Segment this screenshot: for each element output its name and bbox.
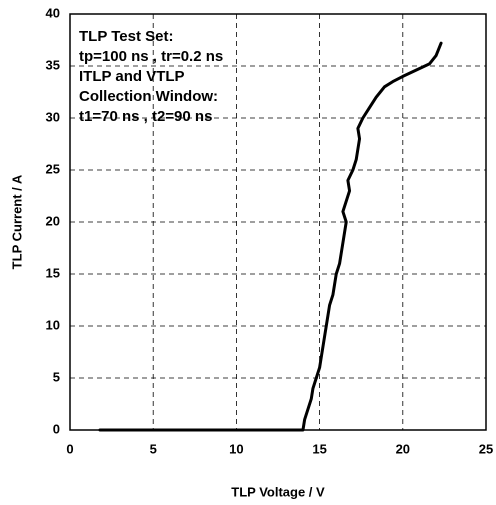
data-line	[98, 41, 443, 432]
annotation: t1=70 ns , t2=90 ns	[79, 108, 212, 125]
x-tick-label: 5	[150, 441, 157, 456]
annotation: TLP Test Set:	[79, 28, 173, 45]
y-tick-label: 40	[46, 5, 60, 20]
x-tick-label: 20	[396, 441, 410, 456]
y-tick-label: 25	[46, 161, 60, 176]
y-tick-label: 20	[46, 213, 60, 228]
x-tick-label: 15	[312, 441, 326, 456]
annotation: tp=100 ns , tr=0.2 ns	[79, 48, 223, 65]
annotation: ITLP and VTLP	[79, 68, 185, 85]
x-tick-label: 25	[479, 441, 493, 456]
y-tick-label: 30	[46, 109, 60, 124]
x-tick-label: 10	[229, 441, 243, 456]
y-tick-label: 5	[53, 369, 60, 384]
y-tick-label: 15	[46, 265, 60, 280]
y-axis-label: TLP Current / A	[9, 174, 24, 269]
y-tick-label: 35	[46, 57, 60, 72]
y-tick-label: 10	[46, 317, 60, 332]
x-tick-label: 0	[66, 441, 73, 456]
x-axis-label: TLP Voltage / V	[231, 484, 325, 499]
y-tick-label: 0	[53, 421, 60, 436]
annotation: Collection Window:	[79, 88, 218, 105]
